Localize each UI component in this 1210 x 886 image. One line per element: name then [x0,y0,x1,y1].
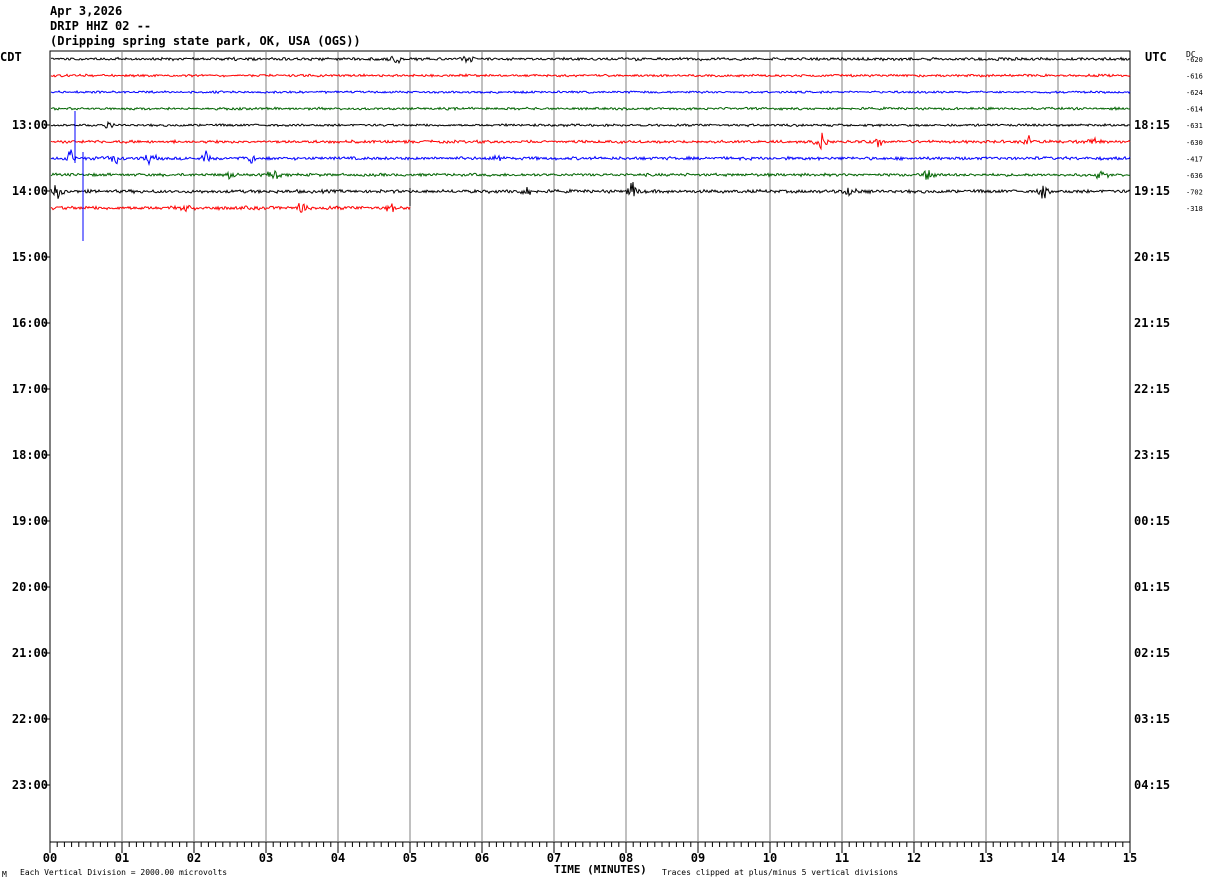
seismic-trace-7 [50,149,1131,167]
left-hour-label: 17:00 [12,382,48,396]
left-hour-label: 15:00 [12,250,48,264]
x-tick-label: 00 [43,851,57,865]
dc-offset-label: -624 [1186,89,1203,97]
vertical-division-note: Each Vertical Division = 2000.00 microvo… [20,868,228,877]
seismic-trace-10 [50,203,411,213]
x-tick-label: 08 [619,851,633,865]
left-hour-label: 19:00 [12,514,48,528]
location-label: (Dripping spring state park, OK, USA (OG… [50,34,361,48]
x-tick-label: 10 [763,851,777,865]
left-hour-label: 16:00 [12,316,48,330]
seismic-trace-8 [50,169,1131,181]
seismic-trace-2 [50,73,1131,78]
seismic-trace-9 [50,181,1131,199]
right-hour-label: 23:15 [1134,448,1170,462]
left-hour-label: 14:00 [12,184,48,198]
x-tick-label: 04 [331,851,345,865]
dc-label: DC [1186,50,1196,59]
seismic-trace-4 [50,106,1131,112]
footer-corner-mark: M [2,870,7,879]
right-hour-label: 21:15 [1134,316,1170,330]
right-hour-label: 20:15 [1134,250,1170,264]
x-axis-title: TIME (MINUTES) [554,863,647,876]
right-hour-label: 19:15 [1134,184,1170,198]
dc-offset-label: -620 [1186,56,1203,64]
x-tick-label: 03 [259,851,273,865]
dc-offset-label: -630 [1186,139,1203,147]
x-tick-label: 02 [187,851,201,865]
right-hour-label: 04:15 [1134,778,1170,792]
left-hour-label: 20:00 [12,580,48,594]
plot-frame [49,50,1131,843]
dc-offset-label: -636 [1186,172,1203,180]
left-hour-label: 18:00 [12,448,48,462]
station-label: DRIP HHZ 02 -- [50,19,152,33]
dc-offset-label: -614 [1186,106,1203,114]
utc-axis-label: UTC [1145,50,1167,64]
seismic-trace-6 [50,132,1131,151]
clip-note: Traces clipped at plus/minus 5 vertical … [662,868,899,877]
left-hour-label: 23:00 [12,778,48,792]
left-hour-label: 21:00 [12,646,48,660]
seismic-trace-1 [50,55,1131,65]
x-tick-label: 13 [979,851,993,865]
x-tick-label: 12 [907,851,921,865]
dc-offset-label: -702 [1186,188,1203,196]
right-hour-label: 00:15 [1134,514,1170,528]
right-hour-label: 03:15 [1134,712,1170,726]
right-hour-label: 22:15 [1134,382,1170,396]
right-hour-label: 01:15 [1134,580,1170,594]
dc-offset-label: -631 [1186,122,1203,130]
x-tick-label: 05 [403,851,417,865]
seismic-trace-3 [50,89,1131,95]
date-label: Apr 3,2026 [50,4,123,18]
right-hour-label: 02:15 [1134,646,1170,660]
x-tick-label: 11 [835,851,849,865]
x-tick-label: 09 [691,851,705,865]
dc-offset-label: -318 [1186,205,1203,213]
x-tick-label: 01 [115,851,129,865]
seismic-trace-5 [50,120,1130,129]
left-hour-label: 13:00 [12,118,48,132]
x-tick-label: 14 [1051,851,1065,865]
x-tick-label: 07 [547,851,561,865]
x-tick-label: 15 [1123,851,1137,865]
dc-offset-label: -616 [1186,73,1203,81]
right-hour-label: 18:15 [1134,118,1170,132]
left-hour-label: 22:00 [12,712,48,726]
cdt-axis-label: CDT [0,50,22,64]
dc-offset-label: -417 [1186,155,1203,163]
x-tick-label: 06 [475,851,489,865]
